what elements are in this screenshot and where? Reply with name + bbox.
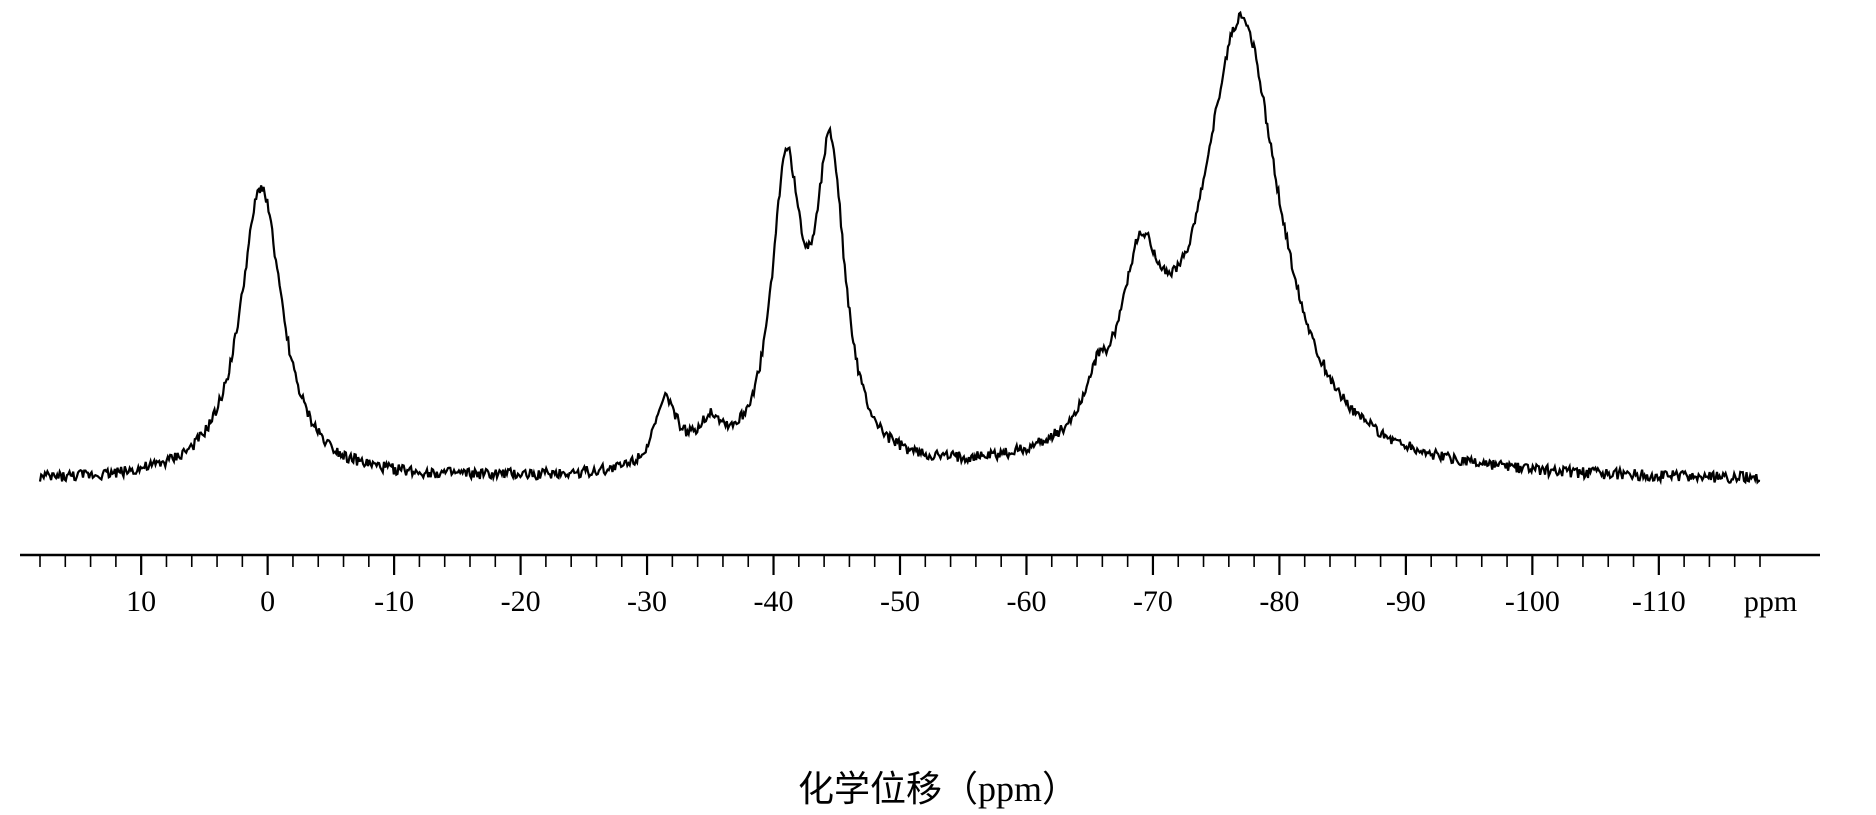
x-tick-label: -80 — [1259, 585, 1299, 618]
ppm-unit-label: ppm — [1744, 585, 1797, 618]
x-tick-label: -40 — [754, 585, 794, 618]
spectrum-trace — [40, 13, 1760, 483]
spectrum-svg: 10 0 -10 -20 -30 -40 -50 -60 -70 -80 -90 -100 -110 pp… — [0, 0, 1876, 815]
x-tick-label: -110 — [1632, 585, 1686, 618]
x-axis-label: 化学位移（ppm） — [0, 760, 1876, 812]
nmr-spectrum-chart: 10 0 -10 -20 -30 -40 -50 -60 -70 -80 -90 -100 -110 pp… — [0, 0, 1876, 815]
x-tick-label: -70 — [1133, 585, 1173, 618]
x-tick-label: -20 — [501, 585, 541, 618]
x-tick-label: -100 — [1505, 585, 1560, 618]
x-tick-label: -30 — [627, 585, 667, 618]
x-tick-label: -10 — [374, 585, 414, 618]
x-tick-label: -50 — [880, 585, 920, 618]
x-tick-label: 0 — [260, 585, 275, 618]
x-tick-label: 10 — [126, 585, 156, 618]
x-tick-label: -90 — [1386, 585, 1426, 618]
x-tick-label: -60 — [1006, 585, 1046, 618]
